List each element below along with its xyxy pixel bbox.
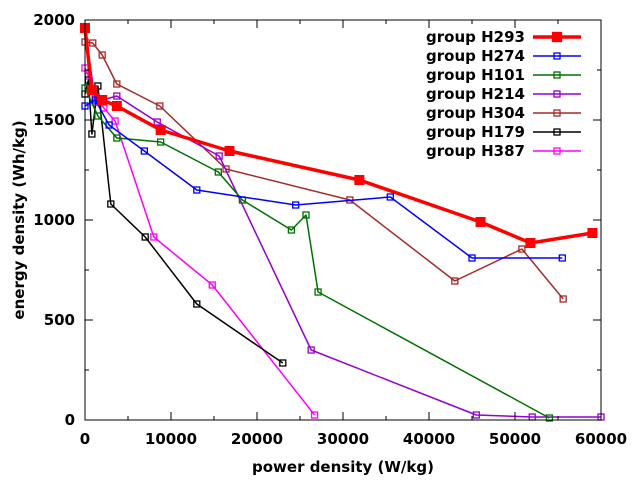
- data-point: [587, 228, 598, 238]
- data-point: [208, 281, 216, 289]
- data-point: [157, 138, 165, 146]
- legend-swatch-marker: [553, 147, 561, 155]
- data-point: [97, 95, 108, 105]
- x-tick-label: 30000: [317, 430, 369, 448]
- legend-item: group H101: [426, 66, 581, 84]
- data-point: [94, 112, 102, 120]
- legend-item: group H274: [426, 47, 581, 65]
- data-point: [193, 186, 201, 194]
- legend-item: group H293: [426, 28, 581, 46]
- data-point: [468, 254, 476, 262]
- legend-swatch-marker: [553, 90, 561, 98]
- data-point: [558, 254, 566, 262]
- legend-item: group H304: [426, 104, 581, 122]
- legend-item: group H214: [426, 85, 581, 103]
- data-point: [559, 295, 567, 303]
- y-tick-label: 1500: [33, 111, 75, 129]
- x-tick-label: 40000: [403, 430, 455, 448]
- data-point: [98, 51, 106, 59]
- series-group-h274: [81, 96, 566, 262]
- y-tick-label: 500: [44, 311, 75, 329]
- series-line: [84, 41, 564, 300]
- data-point: [155, 125, 166, 135]
- data-point: [111, 117, 119, 125]
- data-point: [140, 147, 148, 155]
- data-point: [156, 102, 164, 110]
- data-point: [310, 411, 319, 419]
- data-point: [113, 92, 121, 100]
- data-point: [386, 193, 394, 201]
- data-point: [141, 233, 149, 241]
- series-group-h101: [81, 84, 554, 422]
- data-point: [86, 85, 97, 95]
- x-tick-label: 60000: [575, 430, 627, 448]
- data-point: [224, 146, 235, 156]
- data-point: [472, 411, 480, 419]
- series-line: [84, 87, 550, 419]
- legend-label: group H293: [426, 28, 525, 46]
- series-group-h387: [81, 64, 319, 419]
- legend-label: group H274: [426, 47, 525, 65]
- x-tick-label: 10000: [145, 430, 197, 448]
- legend-item: group H179: [426, 123, 581, 141]
- legend-swatch-marker: [553, 128, 561, 136]
- data-point: [314, 288, 322, 296]
- y-tick-label: 2000: [33, 11, 75, 29]
- data-point: [287, 226, 296, 234]
- data-point: [518, 245, 526, 253]
- series-line: [83, 27, 593, 245]
- data-point: [545, 414, 554, 422]
- data-point: [150, 233, 158, 241]
- legend-swatch-marker: [553, 109, 561, 117]
- data-point: [111, 101, 122, 111]
- legend-label: group H304: [426, 104, 525, 122]
- data-point: [214, 168, 222, 176]
- axis-layer: 0 10000 20000 30000 40000 50000 60000 0 500 1000 1…: [33, 11, 627, 448]
- legend-label: group H214: [426, 85, 525, 103]
- data-point: [525, 238, 536, 248]
- data-point: [292, 201, 300, 209]
- data-point: [215, 152, 223, 160]
- legend-item: group H387: [426, 142, 581, 160]
- legend-swatch-marker: [553, 71, 561, 79]
- data-point: [88, 130, 96, 138]
- legend-label: group H101: [426, 66, 525, 84]
- data-point: [302, 211, 310, 219]
- data-point: [279, 359, 287, 367]
- series-group-h304: [81, 38, 567, 303]
- data-point: [113, 80, 121, 88]
- x-axis-title: power density (W/kg): [252, 458, 434, 476]
- data-point: [89, 39, 97, 47]
- y-tick-label: 1000: [33, 211, 75, 229]
- data-point: [113, 134, 121, 142]
- x-tick-label: 50000: [489, 430, 541, 448]
- series-layer: [80, 23, 605, 422]
- data-point: [107, 200, 115, 208]
- legend-label: group H179: [426, 123, 525, 141]
- data-point: [307, 346, 315, 354]
- series-line: [84, 79, 284, 364]
- data-point: [354, 175, 365, 185]
- legend-label: group H387: [426, 142, 525, 160]
- x-tick-label: 0: [80, 430, 90, 448]
- y-axis-title: energy density (Wh/kg): [10, 120, 28, 319]
- legend-swatch-marker: [553, 52, 561, 60]
- data-point: [105, 121, 113, 129]
- data-point: [193, 300, 201, 308]
- y-tick-label: 0: [65, 411, 75, 429]
- x-tick-label: 20000: [231, 430, 283, 448]
- data-point: [475, 217, 486, 227]
- legend-swatch-marker: [551, 31, 563, 43]
- series-line: [84, 99, 563, 259]
- series-group-h214: [81, 24, 605, 421]
- data-point: [451, 277, 459, 285]
